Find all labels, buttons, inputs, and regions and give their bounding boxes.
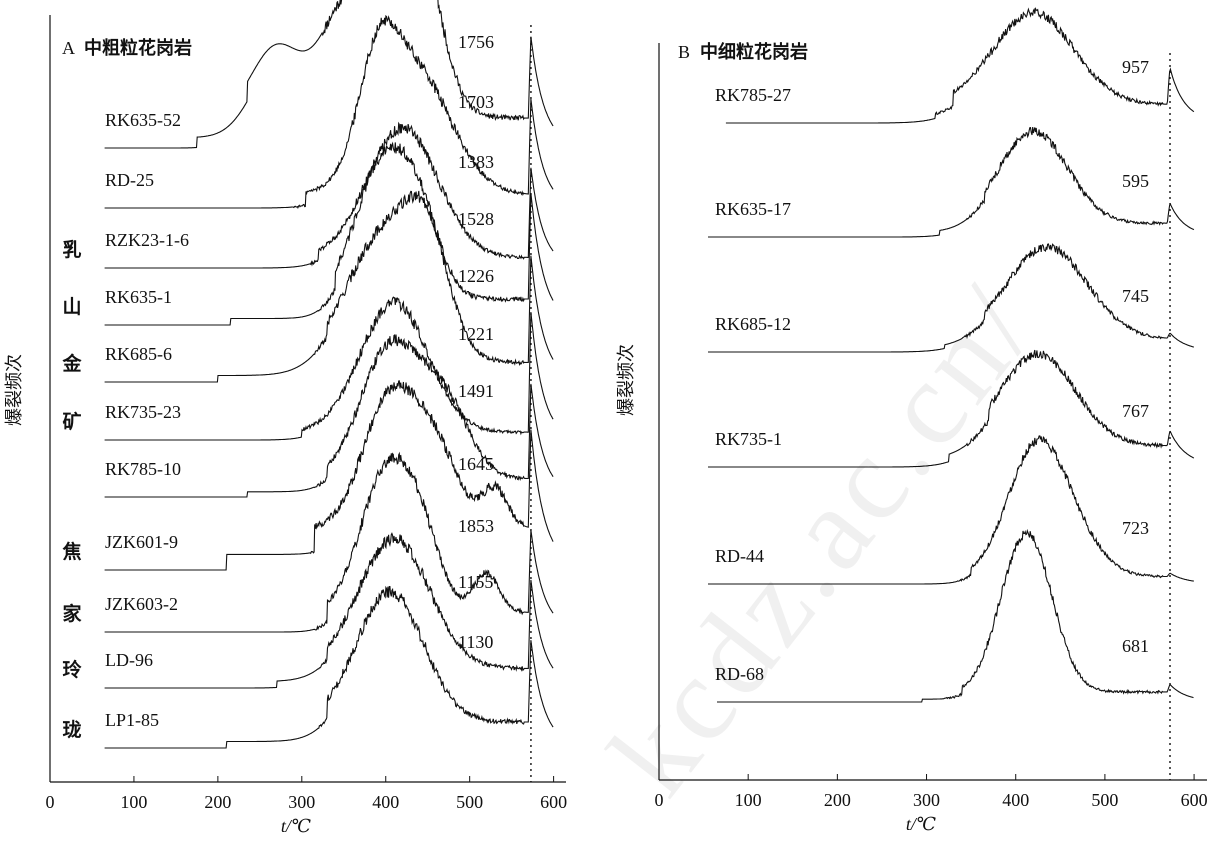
series-label: LP1-85	[105, 710, 159, 730]
x-tick-label: 100	[120, 792, 147, 812]
series-label: RD-44	[715, 546, 764, 566]
count-label: 1703	[458, 92, 494, 112]
group-label: 矿	[62, 410, 81, 433]
count-label: 767	[1122, 401, 1149, 421]
count-label: 1645	[458, 454, 494, 474]
series-label: RK785-10	[105, 459, 181, 479]
group-label: 珑	[62, 718, 81, 741]
count-label: 1383	[458, 152, 494, 172]
group-label: 焦	[61, 540, 81, 563]
x-axis-label: t/℃	[281, 816, 311, 836]
series-label: RK735-23	[105, 402, 181, 422]
series-line	[104, 334, 554, 498]
x-tick-label: 100	[735, 790, 762, 810]
series-label: RK635-52	[105, 110, 181, 130]
series-label: LD-96	[105, 650, 153, 670]
series-line	[708, 435, 1194, 585]
panel-title: 中细粒花岗岩	[700, 41, 808, 62]
y-axis-label: 爆裂频次	[4, 354, 24, 426]
series-label: RK685-12	[715, 314, 791, 334]
series-line	[708, 243, 1194, 353]
x-tick-label: 200	[204, 792, 231, 812]
series-label: RZK23-1-6	[105, 230, 189, 250]
x-tick-label: 200	[824, 790, 851, 810]
count-label: 681	[1122, 636, 1149, 656]
series-label: RK635-1	[105, 287, 172, 307]
count-label: 595	[1122, 171, 1149, 191]
series-line	[708, 349, 1195, 468]
series-line	[104, 296, 554, 441]
series-label: JZK601-9	[105, 532, 178, 552]
x-axis-label: t/℃	[906, 814, 936, 834]
series-label: RK785-27	[715, 85, 791, 105]
group-label: 玲	[62, 658, 82, 681]
series-label: RK735-1	[715, 429, 782, 449]
panel-label: A	[62, 38, 75, 58]
series-label: RD-68	[715, 664, 764, 684]
count-label: 1221	[458, 324, 494, 344]
series-line	[104, 380, 554, 571]
count-label: 1155	[458, 572, 493, 592]
x-tick-label: 600	[540, 792, 567, 812]
x-tick-label: 400	[1002, 790, 1029, 810]
x-tick-label: 600	[1181, 790, 1208, 810]
series-line	[104, 190, 554, 383]
series-line	[104, 14, 554, 209]
count-label: 1528	[458, 209, 494, 229]
group-label: 乳	[62, 238, 81, 261]
series-line	[104, 121, 554, 269]
series-line	[717, 528, 1194, 703]
x-tick-label: 0	[46, 792, 55, 812]
count-label: 1491	[458, 381, 494, 401]
y-axis-label: 爆裂频次	[616, 344, 636, 416]
x-tick-label: 400	[372, 792, 399, 812]
series-line	[104, 585, 554, 749]
series-line	[725, 6, 1195, 124]
x-tick-label: 0	[655, 790, 664, 810]
series-label: RD-25	[105, 170, 154, 190]
series-label: RK685-6	[105, 344, 172, 364]
series-line	[104, 141, 554, 326]
count-label: 957	[1122, 57, 1149, 77]
count-label: 1130	[458, 632, 493, 652]
series-line	[104, 451, 554, 633]
x-tick-label: 300	[913, 790, 940, 810]
series-line	[104, 532, 554, 689]
group-label: 家	[62, 602, 82, 625]
series-label: JZK603-2	[105, 594, 178, 614]
x-tick-label: 500	[1091, 790, 1118, 810]
count-label: 745	[1122, 286, 1149, 306]
group-label: 金	[61, 352, 82, 375]
group-label: 山	[62, 296, 81, 318]
panel-title: 中粗粒花岗岩	[84, 37, 192, 58]
x-tick-label: 300	[288, 792, 315, 812]
series-line	[104, 0, 554, 149]
count-label: 1756	[458, 32, 494, 52]
x-tick-label: 500	[456, 792, 483, 812]
count-label: 1226	[458, 266, 494, 286]
panel-label: B	[678, 42, 690, 62]
count-label: 723	[1122, 518, 1149, 538]
series-label: RK635-17	[715, 199, 791, 219]
series-line	[708, 126, 1195, 238]
count-label: 1853	[458, 516, 494, 536]
